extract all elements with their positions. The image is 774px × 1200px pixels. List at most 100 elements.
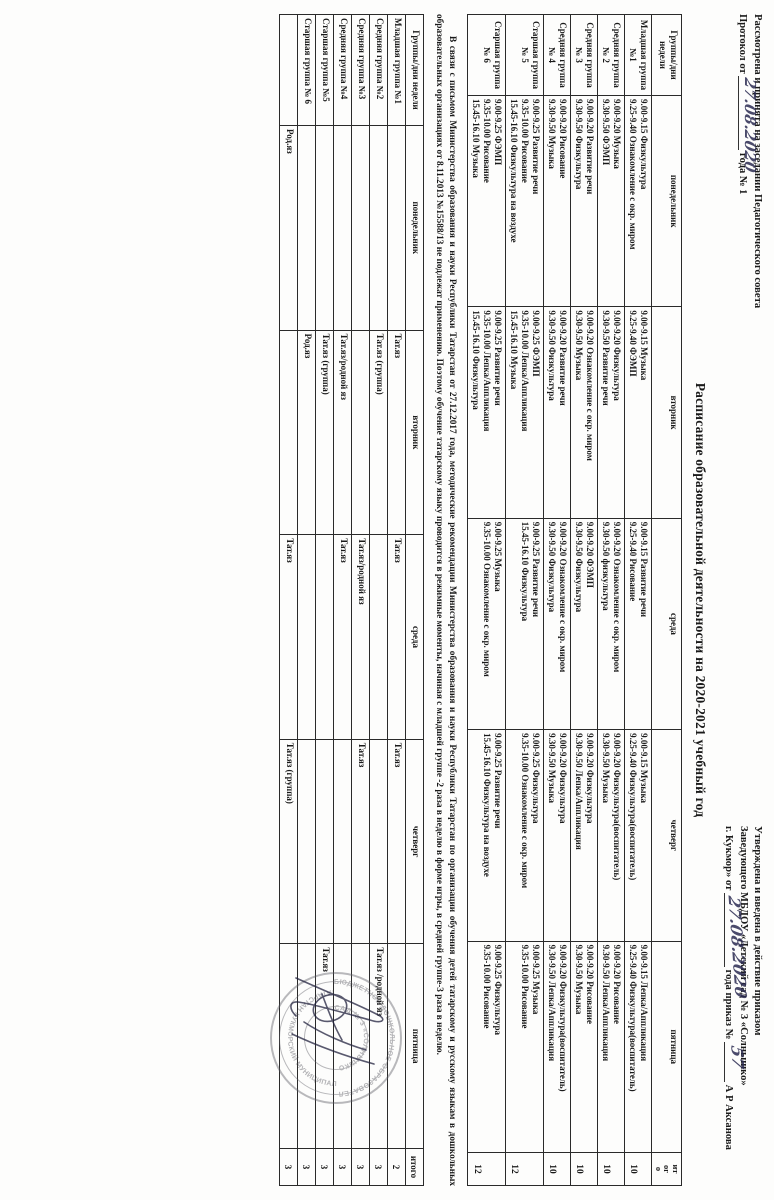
schedule-cell-monday-line: 9.35-10.00 Рисование bbox=[481, 99, 492, 183]
schedule-cell-tuesday-line: 9.00-9.20 Развитие речи bbox=[557, 310, 568, 406]
schedule-group-name: Средняя группа № 2 bbox=[597, 14, 625, 96]
schedule-cell-monday-line: 9.00-9.20 Музыка bbox=[611, 99, 622, 169]
tatar-cell-wednesday bbox=[369, 534, 388, 740]
schedule-cell-tuesday-line: 9.30-9.50 Развитие речи bbox=[600, 310, 611, 406]
tatar-total: 3 bbox=[279, 1148, 298, 1186]
tatar-cell-thursday bbox=[333, 739, 352, 944]
schedule-total: 10 bbox=[543, 1152, 571, 1186]
tatar-cell-wednesday bbox=[315, 534, 334, 740]
schedule-cell-friday-line: 9.00-9.25 Музыка bbox=[530, 944, 541, 1015]
schedule-cell-monday-line: 9.00-9.20 Рисование bbox=[557, 99, 568, 179]
schedule-cell-monday-line: 9.00-9.20 Развитие речи bbox=[584, 99, 595, 195]
tatar-cell-friday: Тат.яз bbox=[315, 943, 334, 1149]
schedule-cell-friday-line: 9.00-9.20 Рисование bbox=[584, 944, 595, 1024]
total-header-char-3: о bbox=[653, 1166, 663, 1172]
tcol-header-total: итого bbox=[405, 1148, 424, 1186]
schedule-total: 10 bbox=[570, 1152, 598, 1186]
tcol-header-monday: понедельник bbox=[405, 125, 424, 331]
schedule-cell-friday: 9.00-9.15 Лепка/Аппликация 9.25-9.40 Физк… bbox=[624, 941, 652, 1153]
schedule-body: Младшая группа №1 9.00-9.15 Физкультура 9.… bbox=[467, 14, 652, 1186]
schedule-cell-wednesday-line: 9.30-9.50 Физкультура bbox=[546, 521, 557, 613]
schedule-cell-monday-line: 9.00-9.25 ФЭМП bbox=[492, 99, 503, 166]
tatar-total: 2 bbox=[387, 1148, 406, 1186]
schedule-cell-tuesday-line: 9.35-10.00 Лепка/Аппликация bbox=[481, 310, 492, 432]
tatar-cell-wednesday bbox=[297, 534, 316, 740]
tatar-cell-friday bbox=[297, 943, 316, 1149]
tatar-cell-friday bbox=[351, 943, 370, 1149]
schedule-cell-wednesday-line: 9.00-9.15 Развитие речи bbox=[638, 521, 649, 618]
col-header-wednesday: среда bbox=[651, 518, 682, 730]
tatar-cell-friday: Тат.яз /родной яз bbox=[369, 943, 388, 1149]
table-row: Средняя группа № 3 9.00-9.20 Развитие реч… bbox=[570, 14, 598, 1186]
schedule-cell-monday-line: 9.30-9.50 Музыка bbox=[546, 99, 557, 169]
schedule-cell-monday: 9.00-9.25 ФЭМП 9.35-10.00 Рисование 15.45-… bbox=[467, 95, 506, 307]
schedule-cell-tuesday-line: 15.45-16.10 Музыка bbox=[508, 310, 519, 390]
approval-block-right: Утверждена и введена в действие приказом… bbox=[722, 826, 764, 1186]
table-row: Средняя группа № 4 9.00-9.20 Рисование 9.3… bbox=[543, 14, 571, 1186]
tatar-total: 3 bbox=[315, 1148, 334, 1186]
tatar-cell-monday bbox=[315, 125, 334, 331]
schedule-cell-wednesday-line: 9.00-9.25 Развитие речи bbox=[530, 521, 541, 618]
tatar-cell-wednesday: Тат.яз/родной яз bbox=[351, 534, 370, 740]
tcol-header-wednesday: среда bbox=[405, 534, 424, 740]
tatar-cell-friday bbox=[333, 943, 352, 1149]
tatar-group-name: Средняя группа №2 bbox=[369, 14, 388, 126]
schedule-cell-tuesday-line: 9.00-9.25 ФЭМП bbox=[530, 310, 541, 377]
tatar-total: 3 bbox=[333, 1148, 352, 1186]
schedule-group-name: Средняя группа № 4 bbox=[543, 14, 571, 96]
schedule-cell-tuesday: 9.00-9.20 Развитие речи 9.30-9.50 Физкуль… bbox=[543, 306, 571, 519]
order-number-handwriting: 57 bbox=[727, 1044, 749, 1071]
schedule-cell-monday-line: 9.35-10.00 Рисование bbox=[519, 99, 530, 183]
schedule-total: 10 bbox=[597, 1152, 625, 1186]
list-item: Род.яз Тат.яз Тат.яз (группа) 3 bbox=[279, 14, 298, 1186]
document-header: Рассмотрена и принята на заседании Педаг… bbox=[722, 14, 764, 1186]
schedule-cell-wednesday: 9.00-9.20 Ознакомление с окр. миром 9.30-… bbox=[597, 518, 625, 730]
col-header-total: ит ог о bbox=[651, 1152, 682, 1186]
table-row: Средняя группа № 2 9.00-9.20 Музыка 9.30-9… bbox=[597, 14, 625, 1186]
schedule-cell-friday-line: 9.00-9.15 Лепка/Аппликация bbox=[638, 944, 649, 1062]
schedule-cell-thursday-line: 9.30-9.50 Музыка bbox=[546, 733, 557, 803]
tatar-cell-monday bbox=[297, 125, 316, 331]
schedule-cell-thursday-line: 15.45-16.10 Физкультура на воздухе bbox=[481, 733, 492, 877]
legal-note: В связи с письмом Министерства образован… bbox=[434, 14, 457, 1186]
tatar-group-name: Средняя группа №3 bbox=[351, 14, 370, 126]
schedule-cell-monday-line: 9.00-9.25 Развитие речи bbox=[530, 99, 541, 195]
tatar-cell-monday: Род.яз bbox=[279, 125, 298, 331]
tatar-cell-thursday bbox=[315, 739, 334, 944]
schedule-cell-friday: 9.00-9.20 Рисование 9.30-9.50 Музыка bbox=[570, 941, 598, 1153]
pedsovet-line: Рассмотрена и принята на заседании Педаг… bbox=[752, 14, 763, 309]
table-row: Старшая группа № 6 9.00-9.25 ФЭМП 9.35-10.… bbox=[467, 14, 506, 1186]
schedule-group-name: Средняя группа № 3 bbox=[570, 14, 598, 96]
schedule-cell-friday-line: 9.35-10.00 Рисование bbox=[481, 944, 492, 1029]
tcol-header-group: Группы/дни недели bbox=[405, 14, 424, 126]
col-header-friday: пятница bbox=[651, 941, 682, 1153]
schedule-cell-friday-line: 9.30-9.50 Лепка/Аппликация bbox=[546, 944, 557, 1062]
schedule-total: 10 bbox=[624, 1152, 652, 1186]
schedule-cell-wednesday: 9.00-9.25 Развитие речи 15.45-16.10 Физку… bbox=[505, 518, 544, 730]
schedule-cell-tuesday: 9.00-9.25 Развитие речи 9.35-10.00 Лепка/… bbox=[467, 306, 506, 519]
schedule-cell-wednesday: 9.00-9.20 Ознакомление с окр. миром 9.30-… bbox=[543, 518, 571, 730]
tatar-cell-thursday: Тат.яз bbox=[387, 739, 406, 944]
schedule-cell-wednesday: 9.00-9.25 Музыка 9.35-10.00 Ознакомление … bbox=[467, 518, 506, 730]
schedule-cell-friday: 9.00-9.25 Музыка 9.35-10.00 Рисование bbox=[505, 941, 544, 1153]
tatar-schedule-table: Группы/дни недели понедельник вторник ср… bbox=[279, 14, 424, 1186]
schedule-cell-thursday-line: 9.00-9.20 Физкультура(воспитатель) bbox=[611, 733, 622, 881]
tatar-cell-tuesday bbox=[351, 330, 370, 535]
schedule-cell-thursday-line: 9.00-9.20 Физкультура bbox=[557, 733, 568, 824]
protocol-line: Протокол от 27.08.2020 года № 1 bbox=[735, 14, 759, 344]
schedule-cell-wednesday-line: 9.00-9.25 Музыка bbox=[492, 521, 503, 592]
schedule-cell-tuesday-line: 9.25-9.40 ФЭМП bbox=[627, 310, 638, 377]
tatar-group-name: Средняя группа №4 bbox=[333, 14, 352, 126]
tatar-total: 3 bbox=[351, 1148, 370, 1186]
tatar-group-name bbox=[279, 14, 298, 126]
schedule-cell-tuesday: 9.00-9.25 ФЭМП 9.35-10.00 Лепка/Аппликаци… bbox=[505, 306, 544, 519]
schedule-cell-tuesday-line: 9.00-9.20 Ознакомление с окр. миром bbox=[584, 310, 595, 461]
order-detail-line: г. Кукмор» от 27.08.2020 года приказ № 5… bbox=[722, 826, 750, 1186]
tatar-cell-tuesday: Тат.яз/родной яз bbox=[333, 330, 352, 535]
table-row: Старшая группа № 5 9.00-9.25 Развитие реч… bbox=[505, 14, 544, 1186]
schedule-cell-monday: 9.00-9.25 Развитие речи 9.35-10.00 Рисова… bbox=[505, 95, 544, 307]
schedule-cell-thursday-line: 9.00-9.25 Физкультура bbox=[530, 733, 541, 824]
schedule-cell-monday-line: 9.30-9.50 ФЭМП bbox=[600, 99, 611, 166]
schedule-cell-monday: 9.00-9.20 Развитие речи 9.30-9.50 Физкуль… bbox=[570, 95, 598, 307]
schedule-cell-thursday: 9.00-9.20 Физкультура 9.30-9.50 Лепка/Апп… bbox=[570, 729, 598, 942]
